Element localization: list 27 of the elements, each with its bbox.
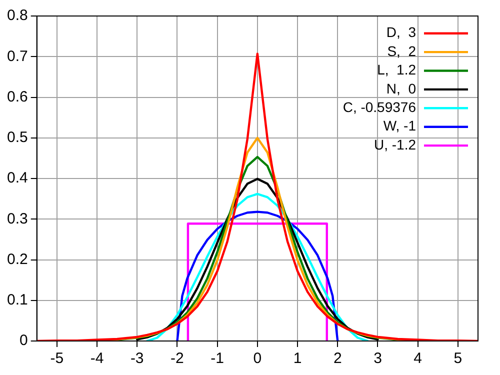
- legend-label: W, -1: [383, 118, 416, 134]
- x-tick-label: -4: [90, 350, 104, 368]
- x-tick-label: 5: [454, 350, 462, 368]
- legend-label: L, 1.2: [377, 62, 416, 78]
- x-tick-label: 4: [414, 350, 422, 368]
- x-tick-label: -5: [50, 350, 64, 368]
- y-tick-label: 0.7: [6, 48, 28, 65]
- y-tick-label: 0.6: [6, 88, 28, 106]
- y-tick-label: 0.8: [6, 7, 28, 24]
- y-tick-label: 0.2: [6, 250, 28, 268]
- legend-label: S, 2: [387, 42, 416, 59]
- y-tick-label: 0: [20, 332, 28, 350]
- y-tick-label: 0.5: [6, 129, 28, 146]
- x-tick-label: 2: [333, 350, 342, 368]
- y-tick-label: 0.3: [6, 210, 28, 228]
- y-tick-label: 0.4: [6, 170, 28, 187]
- legend-label: U, -1.2: [374, 136, 416, 152]
- x-tick-label: -1: [210, 350, 224, 368]
- x-tick-label: -3: [130, 350, 144, 368]
- x-tick-label: 3: [374, 350, 382, 368]
- legend-label: N, 0: [386, 80, 416, 96]
- legend-label: D, 3: [386, 24, 416, 40]
- x-tick-label: 1: [293, 350, 302, 368]
- legend-label: C, -0.59376: [342, 99, 416, 116]
- x-tick-label: 0: [253, 350, 262, 368]
- x-tick-label: -2: [170, 350, 184, 368]
- y-tick-label: 0.1: [6, 292, 28, 309]
